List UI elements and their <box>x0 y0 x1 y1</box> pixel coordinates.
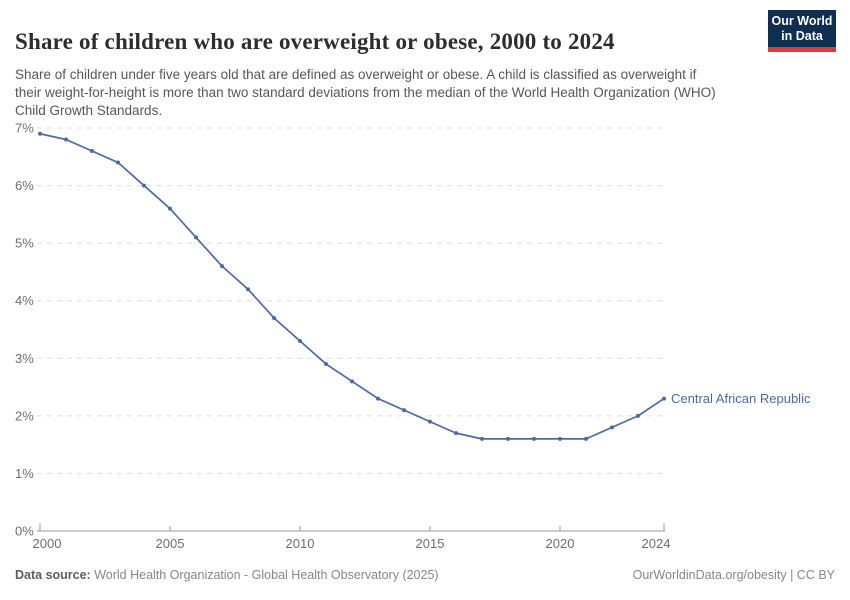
data-point <box>142 183 146 188</box>
data-point <box>506 436 510 441</box>
chart-subtitle: Share of children under five years old t… <box>15 66 716 119</box>
series-end-label: Central African Republic <box>671 391 811 406</box>
data-point <box>194 235 198 240</box>
y-tick-label: 0% <box>15 524 34 539</box>
owid-logo-line1: Our World <box>771 13 833 28</box>
x-tick-label: 2010 <box>286 536 315 551</box>
data-source-label: Data source: <box>15 568 91 582</box>
data-point <box>584 436 588 441</box>
chart-area: 0% 1% 2% 3% 4% 5% 6% 7% 2000 2005 2010 2015 2020 2024… <box>0 118 850 558</box>
x-tick-label: 2020 <box>546 536 575 551</box>
owid-logo-line2: in Data <box>781 28 823 43</box>
y-tick-label: 5% <box>15 236 34 251</box>
owid-logo[interactable]: Our World in Data <box>768 10 836 52</box>
y-tick-label: 4% <box>15 293 34 308</box>
footer-license-link[interactable]: OurWorldinData.org/obesity | CC BY <box>632 568 835 582</box>
data-point <box>324 362 328 367</box>
data-point <box>480 436 484 441</box>
x-tick-label: 2005 <box>156 536 185 551</box>
data-source-text: World Health Organization - Global Healt… <box>90 568 439 582</box>
data-point <box>220 264 224 269</box>
line-chart-svg: 0% 1% 2% 3% 4% 5% 6% 7% 2000 2005 2010 2015 2020 2024… <box>15 121 811 552</box>
data-point <box>298 339 302 344</box>
data-point <box>168 206 172 211</box>
y-tick-label: 3% <box>15 351 34 366</box>
data-point <box>428 419 432 424</box>
data-point <box>90 149 94 154</box>
chart-footer: Data source: World Health Organization -… <box>15 568 835 582</box>
data-point <box>64 137 68 142</box>
data-point <box>272 315 276 320</box>
y-tick-label: 2% <box>15 408 34 423</box>
data-point <box>454 431 458 436</box>
data-point <box>246 287 250 292</box>
x-tick-label: 2000 <box>33 536 62 551</box>
y-tick-label: 7% <box>15 121 34 136</box>
chart-title: Share of children who are overweight or … <box>15 29 615 55</box>
series-line <box>39 132 665 440</box>
data-point <box>376 396 380 401</box>
data-point <box>610 425 614 430</box>
data-point <box>38 131 42 136</box>
data-point <box>636 413 640 418</box>
data-source: Data source: World Health Organization -… <box>15 568 439 582</box>
data-point <box>350 379 354 384</box>
data-point <box>532 436 536 441</box>
x-tick-label: 2024 <box>642 536 671 551</box>
data-point <box>662 396 666 401</box>
y-tick-label: 1% <box>15 466 34 481</box>
data-point <box>558 436 562 441</box>
data-point <box>402 408 406 413</box>
x-tick-label: 2015 <box>416 536 445 551</box>
y-tick-label: 6% <box>15 178 34 193</box>
data-point <box>116 160 120 165</box>
